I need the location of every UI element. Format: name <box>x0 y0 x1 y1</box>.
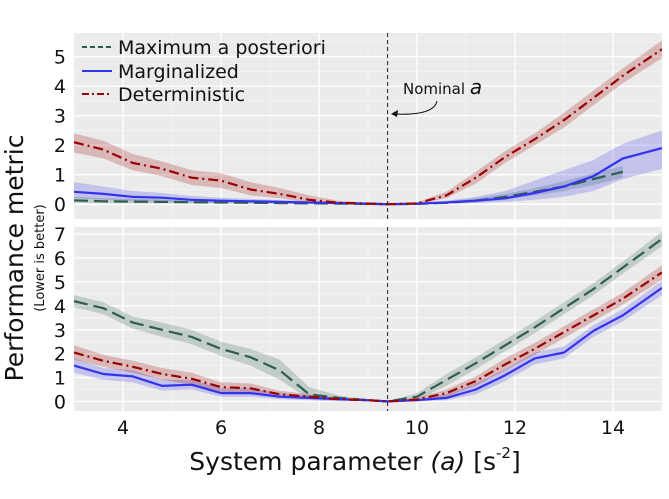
y-axis-label: Performance metric <box>0 135 29 382</box>
series-line-maximum-a-posteriori <box>74 170 624 206</box>
x-tick-label: 10 <box>405 417 429 439</box>
y-axis-sublabel: (Lower is better) <box>33 204 48 312</box>
y-tick-label: 2 <box>54 135 66 157</box>
legend: Maximum a posteriori Marginalized Determ… <box>82 37 326 106</box>
annotation-arrow <box>392 100 438 115</box>
x-axis-unit-exp: -2 <box>496 444 511 462</box>
annotation-var: a <box>470 75 482 99</box>
legend-label-marginalized: Marginalized <box>118 61 239 83</box>
y-tick-label: 1 <box>54 368 66 390</box>
y-tick-label: 7 <box>54 224 66 246</box>
x-tick-label: 4 <box>117 417 129 439</box>
x-tick-label: 6 <box>215 417 227 439</box>
series-line-deterministic <box>74 48 662 206</box>
x-axis-label: System parameter (a) [s-2] <box>189 444 520 476</box>
y-tick-label: 1 <box>54 165 66 187</box>
x-tick-label: 14 <box>601 417 625 439</box>
nominal-annotation: Nominal a <box>391 75 482 117</box>
y-tick-label: 4 <box>54 296 66 318</box>
band-maximum-a-posteriori <box>74 231 662 402</box>
y-tick-label: 2 <box>54 344 66 366</box>
band-marginalized <box>74 280 662 402</box>
y-tick-label: 0 <box>54 194 66 216</box>
y-tick-label: 5 <box>54 47 66 69</box>
x-tick-label: 8 <box>313 417 325 439</box>
annotation-arrowhead <box>391 110 398 117</box>
x-tick-label: 12 <box>503 417 527 439</box>
x-axis-unit-open: [s <box>473 447 496 476</box>
series-line-maximum-a-posteriori <box>74 238 662 403</box>
y-tick-label: 0 <box>54 391 66 413</box>
y-tick-label: 5 <box>54 272 66 294</box>
series-line-deterministic <box>74 271 662 403</box>
y-tick-label: 3 <box>54 106 66 128</box>
y-tick-label: 3 <box>54 320 66 342</box>
x-axis-unit-close: ] <box>511 447 521 476</box>
legend-label-map: Maximum a posteriori <box>118 37 326 59</box>
band-maximum-a-posteriori <box>74 165 623 205</box>
series-line-marginalized <box>74 286 662 403</box>
legend-label-deterministic: Deterministic <box>118 84 245 106</box>
y-tick-label: 4 <box>54 76 66 98</box>
y-tick-label: 6 <box>54 248 66 270</box>
panel-top: 0 1 2 3 4 5 <box>54 33 663 219</box>
annotation-text: Nominal a <box>403 75 482 99</box>
x-axis-var: (a) <box>430 447 465 476</box>
